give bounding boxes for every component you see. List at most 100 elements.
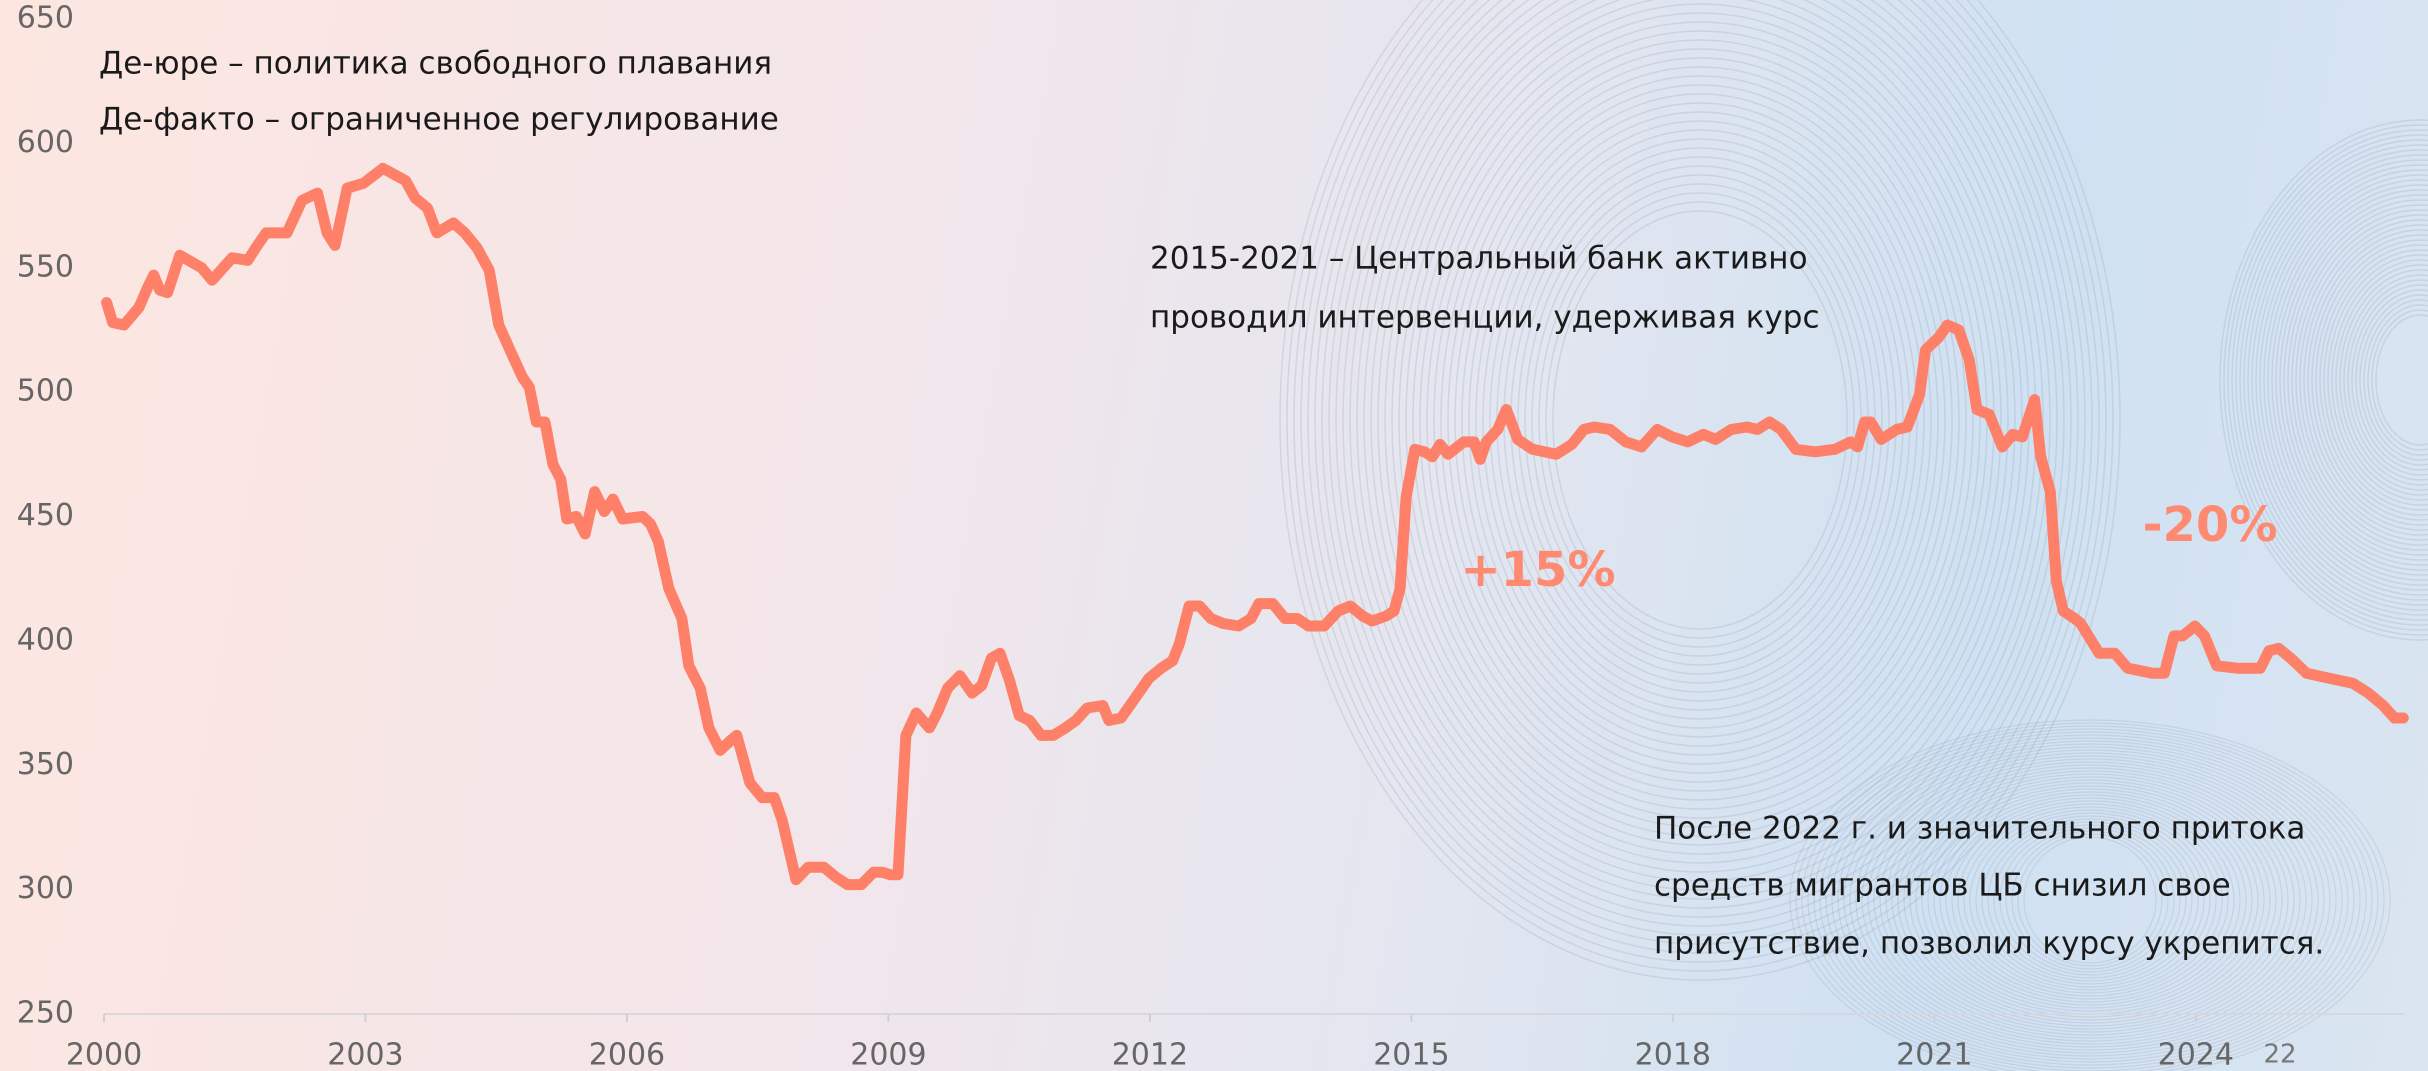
annotation: присутствие, позволил курсу укрепится. [1654, 926, 2324, 962]
decor-ring [1837, 743, 2343, 1057]
decor-ring [2351, 284, 2428, 476]
decor-ring [1879, 764, 2301, 1036]
decor-ring [1279, 0, 2121, 981]
decor-ring [1300, 0, 2100, 954]
decor-ring [1321, 0, 2079, 927]
decor-ring [1831, 740, 2349, 1060]
decor-ring [1447, 75, 1953, 765]
page-number: 22 [2263, 1040, 2296, 1070]
decor-ring [1807, 728, 2373, 1071]
decor-ring [2375, 314, 2428, 446]
decor-ring [1482, 120, 1918, 720]
annotation: проводил интервенции, удерживая курс [1150, 300, 1820, 336]
decor-ring [2279, 194, 2428, 566]
decor-ring [1927, 788, 2253, 1012]
y-tick-label: 650 [17, 1, 74, 36]
decor-ring [1825, 737, 2355, 1063]
decor-ring [2251, 159, 2428, 601]
decor-ring [1819, 734, 2361, 1066]
decor-ring [2363, 299, 2428, 461]
decor-ring [1969, 809, 2211, 991]
decor-ring [1795, 722, 2385, 1071]
decor-ring [1510, 156, 1890, 684]
decor-ring [1987, 818, 2193, 982]
decor-ring [1957, 803, 2223, 997]
decor-ring [2267, 179, 2428, 581]
annotation: 2015-2021 – Центральный банк активно [1150, 241, 1808, 277]
decor-ring [2331, 259, 2428, 501]
decor-ring [1419, 39, 1981, 801]
decor-ring [1314, 0, 2086, 936]
decor-ring [1468, 102, 1932, 738]
x-tick-label: 2003 [327, 1038, 403, 1071]
decor-ring [2307, 229, 2428, 531]
decor-ring [1885, 767, 2295, 1033]
decor-ring [1897, 773, 2283, 1027]
decor-ring [1461, 93, 1939, 747]
decor-ring [2335, 264, 2428, 496]
decor-ring [2319, 244, 2428, 516]
y-tick-label: 500 [17, 374, 74, 409]
decor-ring [1517, 165, 1883, 675]
decor-ring [1433, 57, 1967, 783]
decor-ring [2259, 169, 2428, 591]
decor-ring [1475, 111, 1925, 729]
decor-ring [1849, 749, 2331, 1051]
decor-ring [1349, 0, 2051, 891]
decor-ring [2231, 134, 2428, 626]
decor-ring [1945, 797, 2235, 1003]
decor-ring [1342, 0, 2058, 900]
decor-ring [2287, 204, 2428, 556]
decoration [1279, 0, 2428, 1071]
y-tick-label: 550 [17, 249, 74, 284]
decor-ring [2247, 154, 2428, 606]
decor-ring [2355, 289, 2428, 471]
x-tick-label: 2012 [1112, 1038, 1188, 1071]
decor-ring [1843, 746, 2337, 1054]
decor-ring [1993, 821, 2187, 979]
decor-ring [2303, 224, 2428, 536]
decor-ring [1440, 66, 1960, 774]
decor-ring [1384, 0, 2016, 846]
decor-ring [1377, 0, 2023, 855]
decor-ring [2327, 254, 2428, 506]
decor-ring [1855, 752, 2325, 1048]
decor-ring [2005, 827, 2175, 973]
annotation: средств мигрантов ЦБ снизил свое [1654, 868, 2231, 904]
decor-ring [1903, 776, 2277, 1024]
decor-ring [2263, 174, 2428, 586]
decor-ring [2219, 119, 2428, 641]
x-tick-label: 2000 [66, 1038, 142, 1071]
decor-ring [1861, 755, 2319, 1045]
decor-ring [1999, 824, 2181, 976]
decor-ring [1789, 719, 2391, 1071]
decor-ring [1951, 800, 2229, 1000]
decor-ring [2023, 836, 2157, 964]
decor-ring [1891, 770, 2289, 1030]
decor-ring [2011, 830, 2169, 970]
decor-ring [2323, 249, 2428, 511]
y-tick-label: 250 [17, 996, 74, 1031]
annotation: Де-факто – ограниченное регулирование [99, 102, 779, 138]
y-tick-label: 600 [17, 125, 74, 160]
decor-ring [2347, 279, 2428, 481]
decor-ring [1939, 794, 2241, 1006]
decor-ring [1933, 791, 2247, 1009]
x-tick-label: 2024 [2158, 1038, 2234, 1071]
decor-ring [2291, 209, 2428, 551]
y-tick-label: 350 [17, 747, 74, 782]
decor-ring [1909, 779, 2271, 1021]
decor-ring [1356, 0, 2044, 882]
decor-ring [1801, 725, 2379, 1071]
decor-ring [2359, 294, 2428, 466]
annotation: Де-юре – политика свободного плавания [99, 46, 772, 82]
annotation: После 2022 г. и значительного притока [1654, 811, 2305, 847]
decor-ring [2339, 269, 2428, 491]
decor-ring [1293, 0, 2107, 963]
decor-ring [2367, 304, 2428, 456]
data-line [101, 162, 2409, 891]
x-tick-label: 2009 [850, 1038, 926, 1071]
